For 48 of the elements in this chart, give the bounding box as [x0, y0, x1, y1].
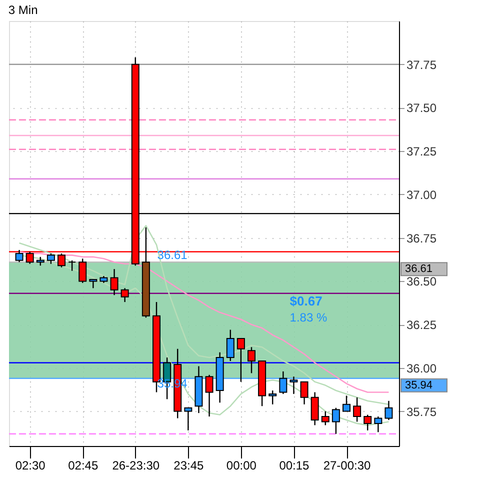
candlestick: [300, 381, 308, 405]
candlestick: [15, 249, 24, 263]
candlestick: [310, 392, 319, 426]
candlestick: [290, 376, 298, 395]
x-tick-label: 27-00:30: [323, 458, 372, 472]
x-tick-label: 02:45: [68, 458, 98, 472]
candlestick: [321, 410, 330, 426]
y-tick-label: 37.50: [406, 101, 437, 116]
x-tick-label: 23:45: [174, 458, 204, 472]
annotation: 36.61: [157, 248, 188, 262]
annotation: $0.67: [290, 294, 322, 308]
chart-title: 3 Min: [8, 3, 38, 17]
y-tick-label: 37.75: [406, 58, 437, 72]
x-tick-label: 02:30: [15, 458, 46, 472]
x-tick-label: 00:15: [279, 458, 310, 472]
candlestick: [89, 278, 98, 289]
x-tick-label: 00:00: [226, 458, 257, 472]
candlestick: [205, 374, 214, 418]
candlestick: [332, 407, 340, 434]
candlestick: [268, 390, 277, 405]
candlestick: [342, 395, 350, 412]
y-tick-label: 36.25: [406, 318, 437, 332]
ref-line-label: 36.61: [405, 263, 433, 276]
y-tick-label: 37.25: [406, 144, 437, 159]
y-tick-label: 36.00: [406, 361, 437, 376]
candlestick: [374, 416, 382, 433]
candlestick: [353, 396, 362, 422]
candlestick: [226, 329, 234, 362]
ref-line-label: 35.94: [405, 379, 433, 392]
candlestick: [384, 400, 393, 421]
y-tick-label: 36.75: [406, 231, 437, 246]
candlestick: [184, 407, 192, 431]
y-tick-label: 37.00: [406, 188, 437, 202]
candlestick: [78, 258, 87, 284]
candlestick: [110, 268, 118, 296]
y-tick-label: 36.50: [406, 274, 437, 289]
line-series: [18, 251, 390, 393]
annotation: 1.83 %: [290, 310, 328, 324]
candlestick: [46, 252, 55, 264]
candlestick: [120, 288, 129, 303]
y-tick-label: 35.75: [406, 404, 437, 419]
candlestick: [68, 260, 76, 272]
candlestick: [248, 346, 256, 374]
line-series: [18, 225, 390, 406]
x-tick-label: 26-23:30: [112, 458, 160, 472]
candlestick: [236, 338, 245, 382]
candlestick: [279, 370, 288, 395]
candlestick: [364, 414, 372, 431]
